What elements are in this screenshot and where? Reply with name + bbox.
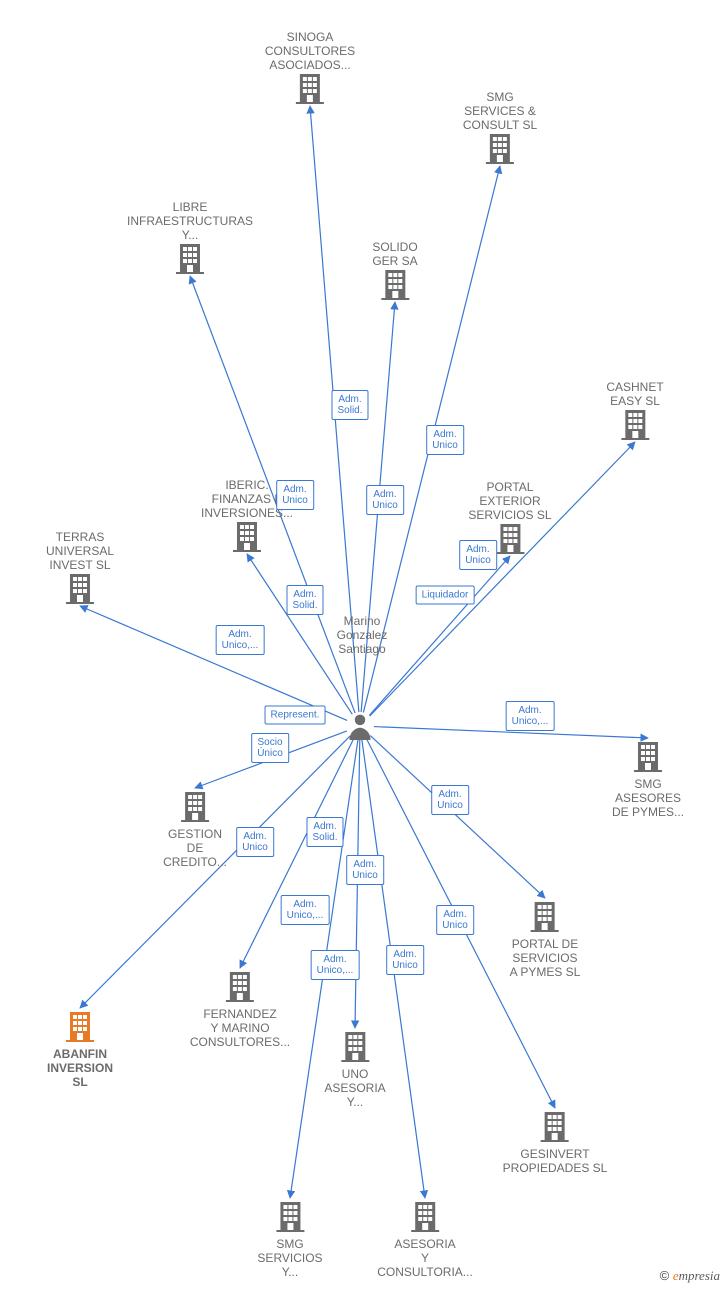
company-node[interactable]: ASESORIA Y CONSULTORIA... [377,1200,473,1279]
center-person-label: Marino Gonzalez Santiago [337,614,388,656]
edge-label: Adm. Unico [426,425,464,455]
edge-line [370,736,545,898]
edge-label: Adm. Unico [436,905,474,935]
edge-label: Socio Único [251,733,289,763]
company-node[interactable]: TERRAS UNIVERSAL INVEST SL [46,530,114,609]
building-icon [339,1030,371,1062]
company-node[interactable]: SINOGA CONSULTORES ASOCIADOS... [265,30,355,109]
edge-label: Adm. Unico [276,480,314,510]
edge-label: Adm. Solid. [286,585,323,615]
edge-label: Adm. Unico [366,485,404,515]
edge-label: Adm. Unico [346,855,384,885]
company-node[interactable]: GESINVERT PROPIEDADES SL [503,1110,608,1175]
company-label: FERNANDEZ Y MARINO CONSULTORES... [190,1007,290,1049]
edge-line [80,606,347,720]
building-icon [529,900,561,932]
edge-line [80,736,350,1008]
edge-label: Adm. Unico [236,827,274,857]
company-label: GESTION DE CREDITO... [163,827,227,869]
company-label: PORTAL DE SERVICIOS A PYMES SL [510,937,581,979]
edge-label: Adm. Unico,... [281,895,330,925]
company-label: CASHNET EASY SL [606,380,663,408]
edge-line [369,556,510,716]
building-icon [619,408,651,440]
person-icon [346,712,374,740]
company-node[interactable]: SOLIDO GER SA [372,240,417,305]
company-label: GESINVERT PROPIEDADES SL [503,1147,608,1175]
company-node[interactable]: SMG ASESORES DE PYMES... [612,740,684,819]
company-node[interactable]: UNO ASESORIA Y... [324,1030,385,1109]
building-icon [632,740,664,772]
company-node[interactable]: LIBRE INFRAESTRUCTURAS Y... [127,200,253,279]
edge-label: Adm. Unico [431,785,469,815]
company-node[interactable]: CASHNET EASY SL [606,380,663,445]
edge-label: Adm. Unico,... [506,701,555,731]
building-icon [231,520,263,552]
company-label: SMG SERVICES & CONSULT SL [463,90,537,132]
company-label: SMG ASESORES DE PYMES... [612,777,684,819]
company-label: SOLIDO GER SA [372,240,417,268]
edge-label: Liquidador [416,586,475,605]
building-icon [484,132,516,164]
diagram-canvas: { "canvas": { "width": 728, "height": 12… [0,0,728,1290]
edge-label: Adm. Unico [386,945,424,975]
building-icon [274,1200,306,1232]
company-node[interactable]: PORTAL DE SERVICIOS A PYMES SL [510,900,581,979]
company-label: ABANFIN INVERSION SL [47,1047,113,1089]
company-label: SINOGA CONSULTORES ASOCIADOS... [265,30,355,72]
company-label: SMG SERVICIOS Y... [257,1237,322,1279]
building-icon [179,790,211,822]
company-node[interactable]: SMG SERVICES & CONSULT SL [463,90,537,169]
building-icon [64,572,96,604]
company-label: PORTAL EXTERIOR SERVICIOS SL [468,480,551,522]
edge-label: Adm. Unico,... [311,950,360,980]
building-icon [224,970,256,1002]
edge-label: Represent. [265,706,326,725]
building-icon [379,268,411,300]
edge-label: Adm. Unico,... [216,625,265,655]
edge-label: Adm. Solid. [306,817,343,847]
brand-rest: mpresia [679,1268,720,1283]
copyright-symbol: © [660,1268,670,1283]
footer-copyright: © empresia [660,1268,720,1284]
building-icon [174,242,206,274]
company-node[interactable]: ABANFIN INVERSION SL [47,1010,113,1089]
company-label: ASESORIA Y CONSULTORIA... [377,1237,473,1279]
company-node[interactable]: GESTION DE CREDITO... [163,790,227,869]
company-label: UNO ASESORIA Y... [324,1067,385,1109]
company-label: TERRAS UNIVERSAL INVEST SL [46,530,114,572]
building-icon [294,72,326,104]
building-icon [494,522,526,554]
building-icon [409,1200,441,1232]
company-node[interactable]: SMG SERVICIOS Y... [257,1200,322,1279]
center-person-node[interactable] [346,712,374,745]
edge-label: Adm. Unico [459,540,497,570]
edge-label: Adm. Solid. [331,390,368,420]
building-icon [64,1010,96,1042]
building-icon [539,1110,571,1142]
company-label: LIBRE INFRAESTRUCTURAS Y... [127,200,253,242]
company-node[interactable]: FERNANDEZ Y MARINO CONSULTORES... [190,970,290,1049]
